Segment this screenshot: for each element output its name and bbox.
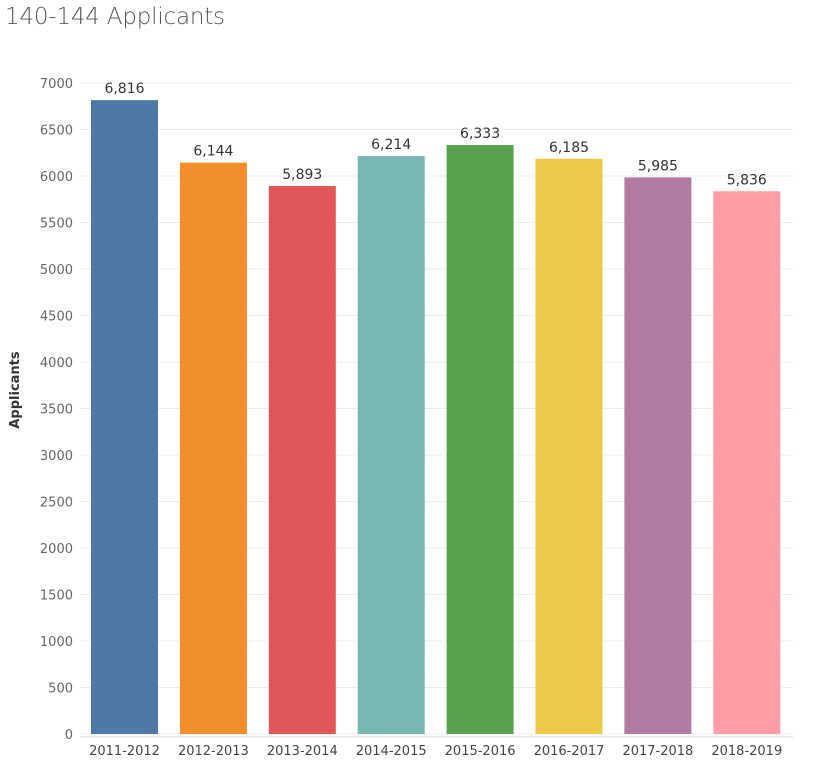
x-tick-label: 2012-2013 <box>178 744 249 759</box>
bar-2017-2018 <box>624 177 692 734</box>
bar-2011-2012 <box>91 100 158 734</box>
chart-title: 140-144 Applicants <box>5 4 225 30</box>
y-tick-label: 1500 <box>40 589 73 604</box>
bar-2012-2013 <box>179 162 247 734</box>
data-label: 6,333 <box>460 126 500 142</box>
data-label: 5,836 <box>727 172 767 188</box>
data-label: 6,214 <box>371 137 411 153</box>
bar-2015-2016 <box>446 145 514 734</box>
x-tick-label: 2013-2014 <box>267 744 338 759</box>
bar-2014-2015 <box>357 156 425 734</box>
x-tick-label: 2014-2015 <box>356 744 427 759</box>
y-tick-label: 3500 <box>40 403 73 418</box>
x-tick-label: 2018-2019 <box>711 744 782 759</box>
y-tick-label: 500 <box>48 682 73 697</box>
y-tick-label: 7000 <box>40 77 73 92</box>
x-tick-label: 2015-2016 <box>445 744 516 759</box>
data-label: 5,985 <box>638 158 678 174</box>
y-tick-label: 5500 <box>40 217 73 232</box>
bar-2016-2017 <box>535 158 603 735</box>
x-tick-label: 2016-2017 <box>534 744 605 759</box>
y-tick-label: 0 <box>65 728 73 743</box>
x-tick-label: 2011-2012 <box>89 744 160 759</box>
y-tick-label: 5000 <box>40 263 73 278</box>
x-tick-label: 2017-2018 <box>622 744 693 759</box>
data-label: 6,144 <box>193 144 233 160</box>
y-tick-label: 2500 <box>40 496 73 511</box>
y-tick-label: 6500 <box>40 124 73 139</box>
y-tick-label: 4500 <box>40 310 73 325</box>
data-label: 5,893 <box>282 167 322 183</box>
y-tick-label: 4000 <box>40 356 73 371</box>
y-axis-title: Applicants <box>8 351 23 429</box>
y-tick-label: 6000 <box>40 170 73 185</box>
bar-2013-2014 <box>268 185 336 735</box>
data-label: 6,185 <box>549 140 589 156</box>
data-label: 6,816 <box>104 81 144 97</box>
y-tick-label: 1000 <box>40 635 73 650</box>
y-tick-label: 2000 <box>40 542 73 557</box>
y-tick-label: 3000 <box>40 449 73 464</box>
bar-2018-2019 <box>713 191 781 734</box>
